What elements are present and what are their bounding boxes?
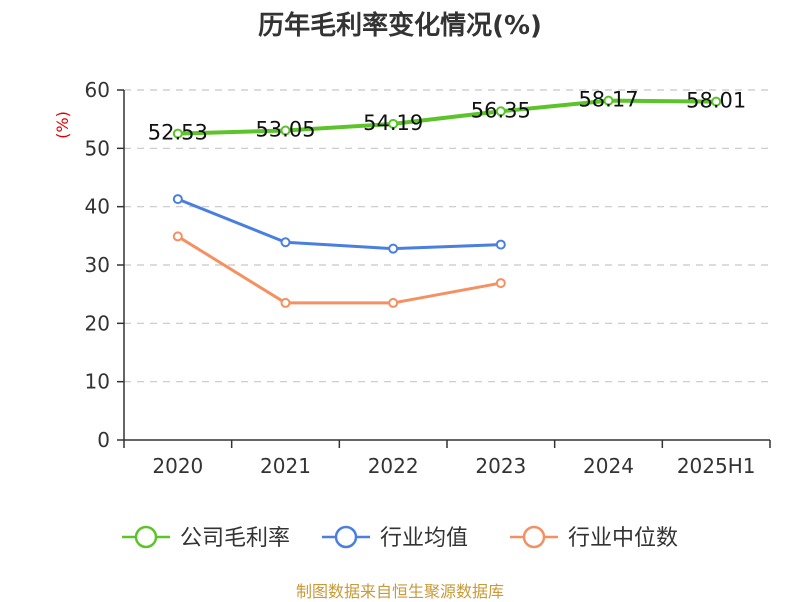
legend-label: 行业中位数 [568,526,678,551]
data-label: 58.17 [578,88,638,112]
data-point [711,96,722,107]
data-point [495,278,506,289]
x-tick-label: 2022 [368,454,419,478]
data-label: 53.05 [255,118,315,142]
data-point [495,239,506,250]
x-tick-label: 2025H1 [677,454,756,478]
series-line-1 [177,197,501,251]
x-tick-label: 2023 [475,454,526,478]
legend: 公司毛利率 行业均值 行业中位数 [122,525,678,551]
series-line-2 [177,235,502,305]
y-tick-label: 40 [85,195,110,219]
x-tick-label: 2024 [583,454,634,478]
series-line-0 [177,98,717,136]
y-tick-label: 50 [85,136,110,160]
data-point [280,297,291,308]
data-point [172,128,183,139]
y-axis-unit-label: (%) [53,111,72,139]
y-tick-label: 60 [85,78,110,102]
data-point [388,118,399,129]
source-note: 制图数据来自恒生聚源数据库 [295,582,504,601]
data-point [495,106,506,117]
series-lines [172,95,722,308]
data-labels: 52.53 53.05 54.19 56.35 58.17 58.01 [148,88,746,145]
legend-label: 行业均值 [380,526,468,551]
x-tick-label: 2020 [152,454,203,478]
data-point [280,125,291,136]
axes: 0 10 20 30 40 50 60 2020 2021 2022 2023 2024 2025H1 [85,78,771,478]
data-point [172,194,183,205]
legend-swatch-marker [522,525,546,549]
data-label: 54.19 [363,111,423,135]
y-tick-label: 20 [85,311,110,335]
x-tick-label: 2021 [260,454,311,478]
data-label: 52.53 [148,121,208,145]
y-tick-label: 0 [97,428,110,452]
data-point [603,95,614,106]
data-label: 56.35 [471,98,531,122]
data-point [388,297,399,308]
data-point [172,231,183,242]
legend-label: 公司毛利率 [180,526,290,551]
y-tick-label: 30 [85,253,110,277]
data-label: 58.01 [686,89,746,113]
grid-lines [124,89,770,383]
y-tick-label: 10 [85,370,110,394]
data-point [280,237,291,248]
legend-swatch-marker [134,525,158,549]
legend-swatch-marker [334,525,358,549]
data-point [388,243,399,254]
chart-title: 历年毛利率变化情况(%) [258,11,542,41]
